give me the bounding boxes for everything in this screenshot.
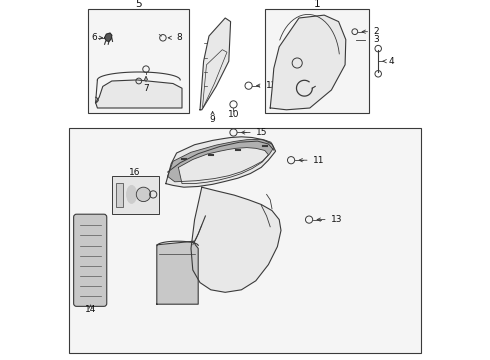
Bar <box>265 9 369 113</box>
Bar <box>112 176 159 214</box>
Text: 11: 11 <box>313 156 324 165</box>
Bar <box>69 128 421 353</box>
Ellipse shape <box>126 185 137 203</box>
Text: 1: 1 <box>314 0 320 9</box>
Polygon shape <box>270 15 346 110</box>
Text: 15: 15 <box>256 128 268 137</box>
Text: 12: 12 <box>266 81 277 90</box>
Circle shape <box>136 187 151 202</box>
Text: 7: 7 <box>143 84 149 93</box>
Bar <box>88 9 189 113</box>
Polygon shape <box>104 33 112 41</box>
Text: 14: 14 <box>85 305 96 314</box>
Text: 6: 6 <box>92 33 98 42</box>
Polygon shape <box>200 18 231 110</box>
Polygon shape <box>157 241 198 304</box>
Text: 9: 9 <box>210 115 216 124</box>
Polygon shape <box>168 139 274 182</box>
Text: 5: 5 <box>136 0 142 9</box>
Polygon shape <box>96 80 182 108</box>
FancyBboxPatch shape <box>74 214 107 306</box>
Polygon shape <box>191 187 281 292</box>
Text: 2: 2 <box>373 27 379 36</box>
Polygon shape <box>178 148 269 184</box>
Text: 8: 8 <box>176 33 182 42</box>
Bar <box>117 183 123 207</box>
Text: 3: 3 <box>373 35 379 44</box>
Text: 10: 10 <box>228 109 239 118</box>
Text: 4: 4 <box>389 57 394 66</box>
Polygon shape <box>166 137 275 187</box>
Text: 16: 16 <box>129 167 141 176</box>
Text: 13: 13 <box>331 215 342 224</box>
